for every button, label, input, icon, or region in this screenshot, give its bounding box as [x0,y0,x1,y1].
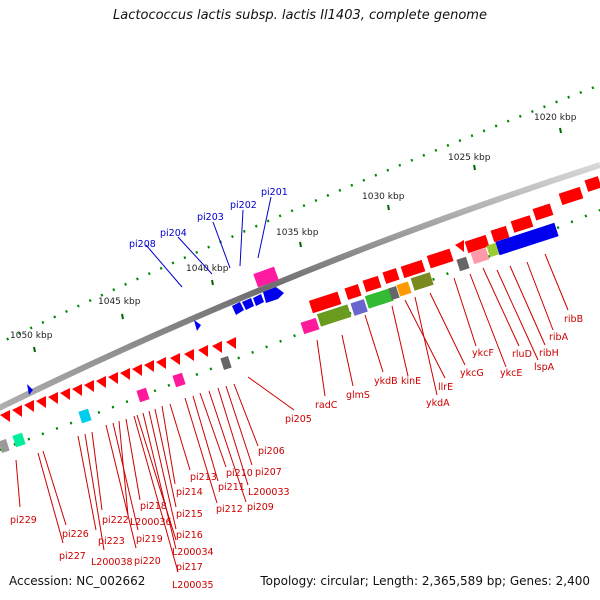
label-pi208: pi208 [129,239,156,250]
lower-leaders [15,383,259,573]
label-pi213: pi213 [190,472,217,483]
scale-label-1025: 1025 kbp [448,153,491,163]
scale-label-1045: 1045 kbp [98,297,141,307]
label-pi217: pi217 [176,562,203,573]
right-leaders [247,253,569,411]
scale-ring [0,83,600,345]
label-pi210: pi210 [226,468,253,479]
scale-label-1050: 1050 kbp [10,331,53,341]
label-ykcG: ykcG [460,368,484,379]
gene-arrows-backbone [0,176,600,422]
label-ykcF: ykcF [472,348,494,359]
label-pi229: pi229 [10,515,37,526]
upper-leaders [145,196,272,288]
label-pi205: pi205 [285,414,312,425]
feature-magenta-upper [253,266,279,288]
scale-label-1030: 1030 kbp [362,192,405,202]
label-L200036: L200036 [130,517,172,528]
scale-label-1035: 1035 kbp [276,228,319,238]
label-pi216: pi216 [176,530,203,541]
colored-feature-blocks [0,222,559,453]
genome-summary-text: Topology: circular; Length: 2,365,589 bp… [260,574,590,588]
label-ribH: ribH [539,348,559,359]
label-pi203: pi203 [197,212,224,223]
label-lspA: lspA [534,362,555,373]
label-L200034: L200034 [172,547,214,558]
label-pi204: pi204 [160,228,187,239]
accession-text: Accession: NC_002662 [9,574,146,588]
label-ykdA: ykdA [426,398,450,409]
label-L200035: L200035 [172,580,214,591]
label-pi206: pi206 [258,446,285,457]
label-pi223: pi223 [98,536,125,547]
label-pi219: pi219 [136,534,163,545]
label-pi222: pi222 [102,515,129,526]
label-ribB: ribB [564,314,583,325]
label-rluD: rluD [512,349,532,360]
label-L200033: L200033 [248,487,290,498]
genome-backbone [0,162,600,411]
label-ykcE: ykcE [500,368,522,379]
label-pi209: pi209 [247,502,274,513]
label-ykdB: ykdB [374,376,398,387]
label-pi218: pi218 [140,501,167,512]
label-pi215: pi215 [176,509,203,520]
scale-label-1020: 1020 kbp [534,113,577,123]
label-llrE: llrE [438,382,453,393]
label-pi220: pi220 [134,556,161,567]
label-pi212: pi212 [216,504,243,515]
label-pi207: pi207 [255,467,282,478]
rna-features [27,287,284,395]
major-ticks [33,127,562,353]
label-pi226: pi226 [62,529,89,540]
label-pi227: pi227 [59,551,86,562]
label-pi211: pi211 [218,482,245,493]
label-radC: radC [315,400,338,411]
label-kinE: kinE [401,376,421,387]
label-pi202: pi202 [230,200,257,211]
label-ribA: ribA [549,332,569,343]
map-title: Lactococcus lactis subsp. lactis Il1403,… [113,8,487,23]
label-glmS: glmS [346,390,370,401]
label-L200038: L200038 [91,557,133,568]
label-pi214: pi214 [176,487,203,498]
label-pi201: pi201 [261,187,288,198]
